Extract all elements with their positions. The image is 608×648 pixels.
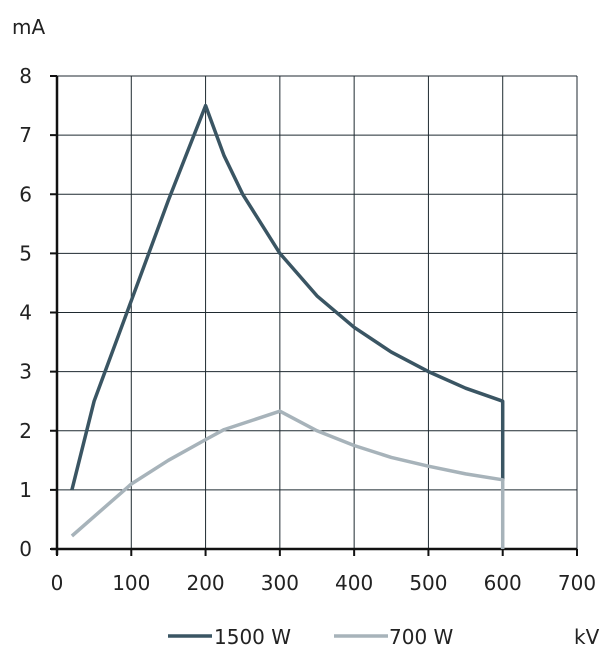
y-tick-label: 6	[19, 182, 32, 206]
x-tick-label: 700	[558, 571, 596, 595]
y-tick-label: 3	[19, 360, 32, 384]
y-tick-label: 2	[19, 419, 32, 443]
y-axis-unit: mA	[12, 15, 45, 39]
legend: 1500 W 700 W	[168, 625, 454, 648]
y-tick-label: 8	[19, 64, 32, 88]
series-line-0	[70, 103, 505, 491]
x-axis-unit: kV	[574, 625, 600, 648]
x-tick-label: 400	[335, 571, 373, 595]
y-tick-label: 4	[19, 301, 32, 325]
legend-label-1500w: 1500 W	[214, 625, 291, 648]
grid	[57, 75, 578, 549]
series-lines	[70, 103, 505, 549]
x-tick-label: 600	[484, 571, 522, 595]
y-tick-label: 0	[19, 537, 32, 561]
x-tick-label: 0	[51, 571, 64, 595]
axes	[50, 75, 578, 556]
x-tick-label: 200	[186, 571, 224, 595]
x-tick-label: 500	[409, 571, 447, 595]
x-tick-labels: 0 100 200 300 400 500 600 700	[51, 571, 596, 595]
x-tick-label: 100	[112, 571, 150, 595]
y-tick-label: 1	[19, 478, 32, 502]
x-tick-label: 300	[261, 571, 299, 595]
y-tick-label: 5	[19, 241, 32, 265]
series-line-1	[70, 409, 505, 549]
legend-label-700w: 700 W	[389, 625, 454, 648]
y-tick-label: 7	[19, 123, 32, 147]
y-tick-labels: 0 1 2 3 4 5 6 7 8	[19, 64, 32, 561]
